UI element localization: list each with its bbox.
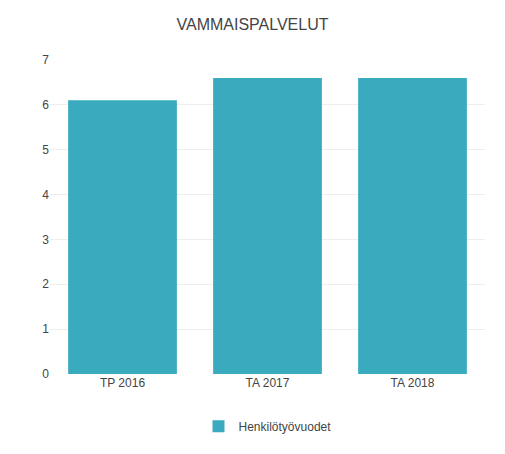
svg-text:TA 2017: TA 2017 [246, 376, 290, 390]
svg-text:7: 7 [42, 53, 49, 67]
svg-text:4: 4 [42, 188, 49, 202]
svg-text:TA 2018: TA 2018 [391, 376, 435, 390]
svg-text:3: 3 [42, 233, 49, 247]
svg-text:1: 1 [42, 322, 49, 336]
svg-text:6: 6 [42, 98, 49, 112]
svg-text:TP 2016: TP 2016 [100, 376, 145, 390]
svg-text:5: 5 [42, 143, 49, 157]
svg-text:Henkilötyövuodet: Henkilötyövuodet [239, 420, 332, 434]
svg-text:0: 0 [42, 367, 49, 381]
svg-text:2: 2 [42, 277, 49, 291]
svg-text:VAMMAISPALVELUT: VAMMAISPALVELUT [176, 16, 328, 33]
